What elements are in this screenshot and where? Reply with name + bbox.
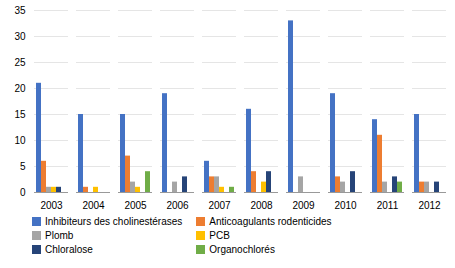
svg-text:0: 0	[20, 187, 26, 198]
svg-text:2007: 2007	[208, 200, 231, 211]
svg-text:2011: 2011	[377, 200, 399, 211]
svg-text:2004: 2004	[82, 200, 105, 211]
svg-text:10: 10	[14, 135, 26, 146]
html-text:PCB: PCB	[209, 230, 230, 241]
html-text:Inhibiteurs des cholinestérase: Inhibiteurs des cholinestérases	[45, 216, 183, 227]
svg-text:25: 25	[14, 57, 26, 68]
svg-text:2006: 2006	[166, 200, 189, 211]
svg-text:2009: 2009	[292, 200, 315, 211]
svg-text:2005: 2005	[124, 200, 147, 211]
html-text:Plomb: Plomb	[45, 230, 74, 241]
svg-text:5: 5	[20, 161, 26, 172]
svg-text:35: 35	[14, 5, 26, 16]
svg-text:20: 20	[14, 83, 26, 94]
svg-text:30: 30	[14, 31, 26, 42]
svg-text:2003: 2003	[40, 200, 63, 211]
svg-text:2010: 2010	[334, 200, 357, 211]
svg-text:15: 15	[14, 109, 26, 120]
html-text:Chloralose: Chloralose	[45, 244, 93, 255]
svg-text:2008: 2008	[250, 200, 273, 211]
svg-text:2012: 2012	[418, 200, 441, 211]
html-text:Anticoagulants rodenticides: Anticoagulants rodenticides	[209, 216, 332, 227]
html-text:Organochlorés: Organochlorés	[209, 244, 275, 255]
